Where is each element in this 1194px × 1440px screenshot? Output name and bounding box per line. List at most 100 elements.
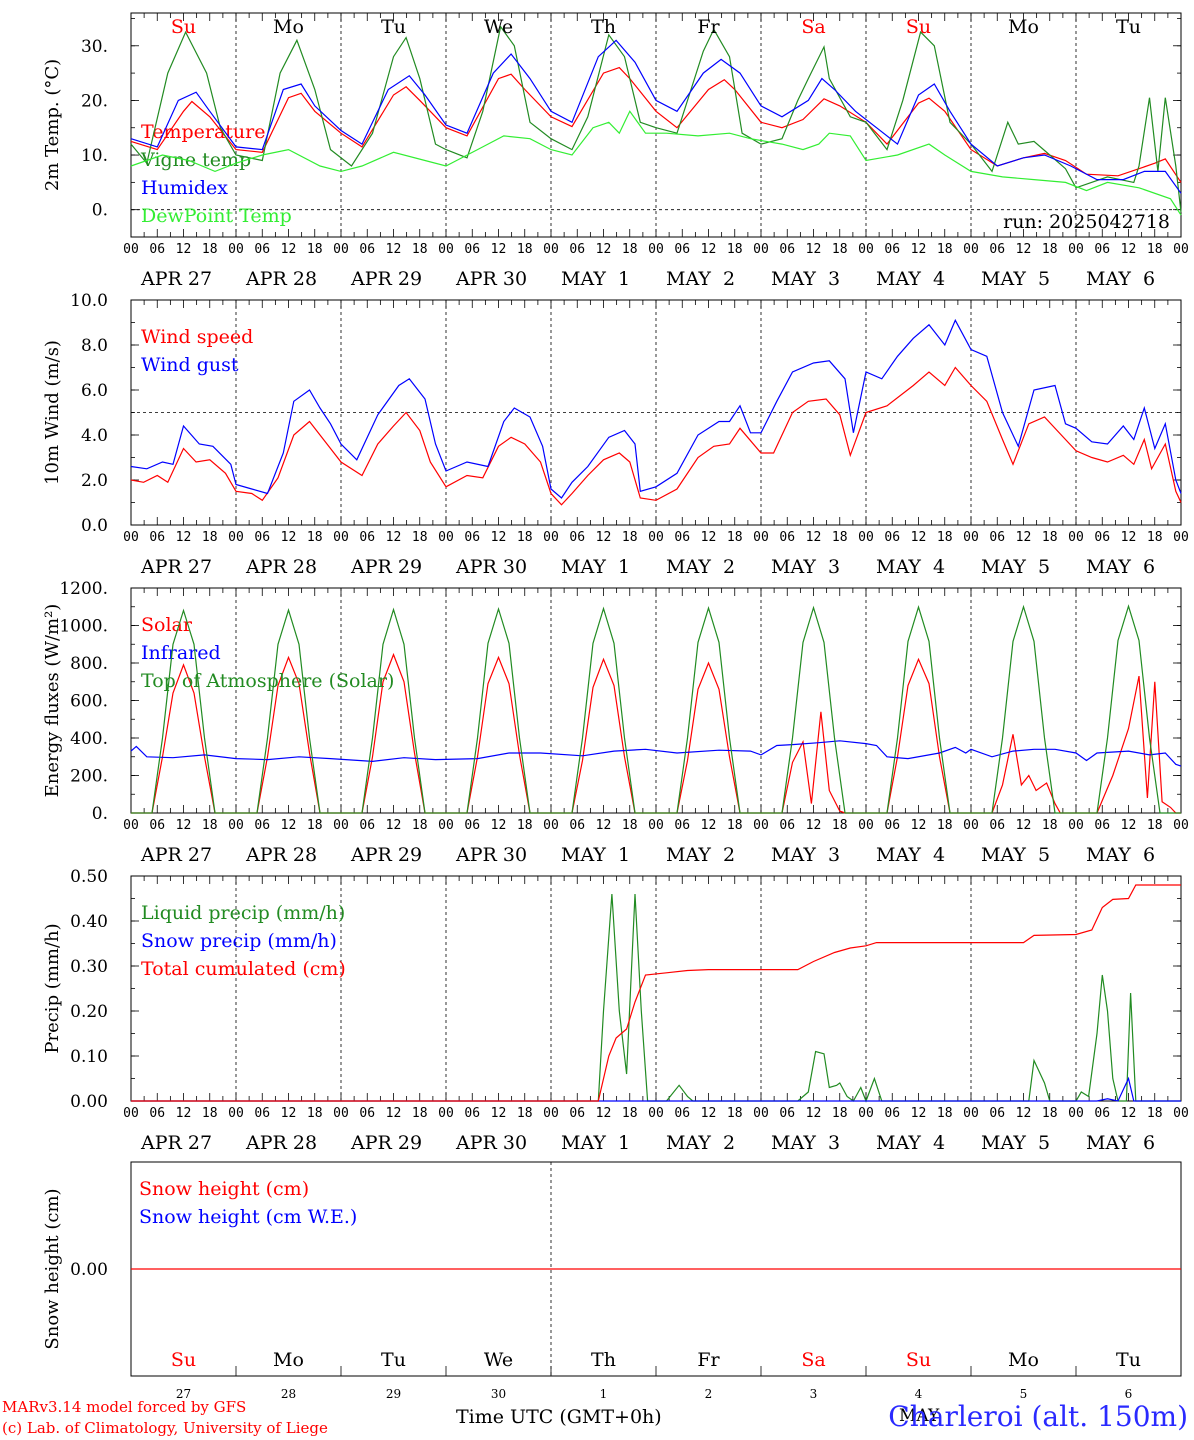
- legend-entry: Temperature: [141, 121, 265, 143]
- date-label: MAY 3: [771, 1132, 840, 1154]
- hour-tick-label: 12: [701, 530, 717, 545]
- hour-tick-label: 06: [884, 818, 900, 833]
- hour-tick-label: 18: [1147, 242, 1163, 257]
- hour-tick-label: 00: [228, 530, 244, 545]
- hour-tick-label: 00: [228, 818, 244, 833]
- date-label: APR 27: [140, 844, 212, 866]
- hour-tick-label: 06: [149, 530, 165, 545]
- hour-tick-label: 18: [937, 818, 953, 833]
- hour-tick-label: 12: [911, 818, 927, 833]
- hour-tick-label: 06: [464, 1106, 480, 1121]
- day-number-label: 2: [705, 1387, 713, 1401]
- date-label: MAY 6: [1086, 1132, 1155, 1154]
- hour-tick-label: 12: [806, 530, 822, 545]
- date-label: MAY 6: [1086, 844, 1155, 866]
- date-label: MAY 2: [666, 1132, 735, 1154]
- hour-tick-label: 00: [1173, 818, 1189, 833]
- date-label: MAY 3: [771, 844, 840, 866]
- date-label: APR 28: [245, 268, 317, 290]
- panel-precip: 0.00 0.10 0.20 0.30 0.40 0.50 Precip (mm/h) Liq…: [42, 867, 1189, 1154]
- legend-entry: Solar: [141, 614, 193, 636]
- hour-tick-label: 00: [858, 1106, 874, 1121]
- day-name-label: Mo: [1008, 16, 1039, 38]
- hour-tick-label: 18: [832, 530, 848, 545]
- legend-entry: Snow precip (mm/h): [141, 930, 337, 952]
- hour-tick-label: 06: [884, 530, 900, 545]
- hour-tick-label: 12: [1121, 1106, 1137, 1121]
- hour-tick-label: 12: [911, 530, 927, 545]
- hour-tick-label: 18: [517, 818, 533, 833]
- hour-tick-label: 06: [254, 242, 270, 257]
- hour-tick-label: 12: [596, 530, 612, 545]
- legend-entry: Liquid precip (mm/h): [141, 902, 345, 924]
- hour-tick-label: 06: [884, 242, 900, 257]
- y-tick-label: 0.0: [81, 516, 108, 536]
- hour-tick-label: 06: [569, 530, 585, 545]
- hour-tick-label: 06: [569, 818, 585, 833]
- date-label: MAY 6: [1086, 556, 1155, 578]
- day-name-label: We: [484, 16, 513, 38]
- legend-entry: Total cumulated (cm): [141, 958, 346, 980]
- hour-tick-label: 00: [123, 530, 139, 545]
- hour-tick-label: 18: [622, 242, 638, 257]
- day-name-label: Tu: [381, 16, 406, 38]
- hour-tick-label: 00: [123, 1106, 139, 1121]
- hour-tick-label: 06: [989, 530, 1005, 545]
- lab-credit: (c) Lab. of Climatology, University of L…: [2, 1419, 328, 1437]
- hour-tick-label: 00: [963, 530, 979, 545]
- date-label: APR 28: [245, 1132, 317, 1154]
- hour-tick-label: 06: [989, 242, 1005, 257]
- hour-tick-label: 18: [727, 530, 743, 545]
- hour-tick-label: 00: [123, 242, 139, 257]
- hour-tick-label: 18: [832, 1106, 848, 1121]
- series-line-total-cumulated-cm-: [131, 884, 1181, 1102]
- date-label: MAY 1: [561, 1132, 630, 1154]
- hour-tick-label: 12: [176, 530, 192, 545]
- y-tick-label: 1200.: [59, 579, 108, 599]
- hour-tick-label: 00: [1173, 530, 1189, 545]
- hour-tick-label: 12: [596, 1106, 612, 1121]
- hour-tick-label: 06: [359, 242, 375, 257]
- hour-tick-label: 18: [412, 818, 428, 833]
- y-tick-label: 0.: [92, 804, 108, 824]
- y-tick-label: 200.: [70, 767, 108, 787]
- series-line-humidex: [130, 39, 1182, 194]
- hour-tick-label: 12: [491, 818, 507, 833]
- y-tick-label: 0.20: [70, 1002, 108, 1022]
- date-label: MAY 2: [666, 556, 735, 578]
- y-axis-label: Precip (mm/h): [42, 923, 63, 1053]
- hour-tick-label: 06: [1094, 242, 1110, 257]
- y-tick-label: 0.10: [70, 1047, 108, 1067]
- hour-tick-label: 06: [1094, 530, 1110, 545]
- day-name-label: Su: [906, 16, 931, 38]
- date-label: MAY 5: [981, 1132, 1050, 1154]
- panel-flux: 0. 200. 400. 600. 800. 1000. 1200. Energy fluxe…: [42, 579, 1189, 866]
- hour-tick-label: 06: [464, 818, 480, 833]
- day-number-label: 6: [1125, 1387, 1133, 1401]
- hour-tick-label: 00: [543, 242, 559, 257]
- hour-tick-label: 06: [989, 818, 1005, 833]
- date-label: MAY 1: [561, 844, 630, 866]
- y-tick-label: 0.00: [70, 1092, 108, 1112]
- day-name-label: Tu: [381, 1349, 406, 1371]
- hour-tick-label: 18: [202, 818, 218, 833]
- date-label: MAY 1: [561, 556, 630, 578]
- hour-tick-label: 18: [622, 1106, 638, 1121]
- date-label: MAY 3: [771, 268, 840, 290]
- legend-entry: Snow height (cm): [139, 1178, 309, 1200]
- date-label: APR 28: [245, 556, 317, 578]
- hour-tick-label: 18: [727, 242, 743, 257]
- legend-entry: DewPoint Temp: [141, 205, 292, 227]
- date-label: MAY 5: [981, 556, 1050, 578]
- hour-tick-label: 00: [963, 818, 979, 833]
- hour-tick-label: 18: [1042, 818, 1058, 833]
- date-label: APR 29: [350, 268, 422, 290]
- hour-tick-label: 12: [1121, 818, 1137, 833]
- hour-tick-label: 12: [386, 242, 402, 257]
- series-line-infrared: [130, 740, 1182, 767]
- hour-tick-label: 00: [753, 242, 769, 257]
- hour-tick-label: 06: [359, 818, 375, 833]
- hour-tick-label: 00: [1068, 242, 1084, 257]
- model-credit: MARv3.14 model forced by GFS: [2, 1398, 247, 1416]
- day-name-label: Su: [171, 16, 196, 38]
